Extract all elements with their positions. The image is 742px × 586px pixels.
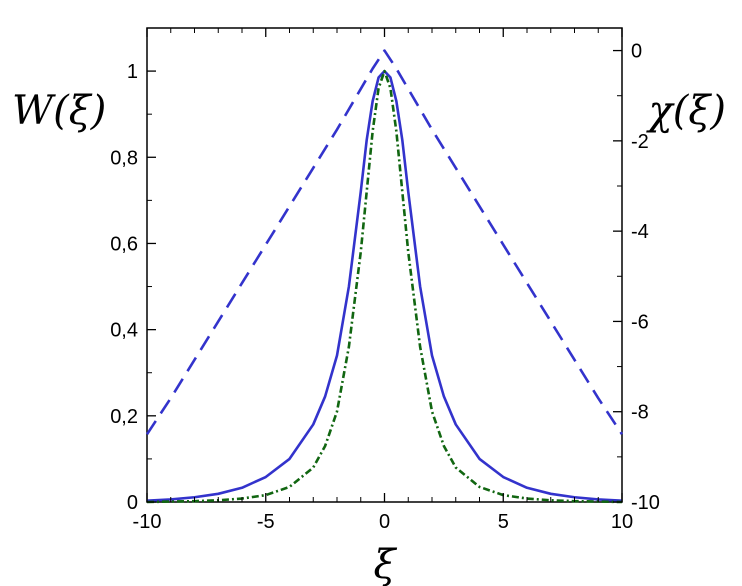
- y-right-tick-label: 0: [631, 41, 642, 63]
- y-right-tick-label: -10: [631, 492, 660, 514]
- plot-frame: [146, 27, 623, 503]
- x-tick-label: -10: [133, 511, 162, 533]
- y-right-tick-label: -4: [631, 221, 649, 243]
- x-tick-label: -5: [257, 511, 275, 533]
- series-line-1: [146, 69, 623, 503]
- x-tick-label: 0: [379, 511, 390, 533]
- series-line-2: [146, 69, 623, 504]
- y-left-tick-label: 0,8: [110, 147, 138, 169]
- y-right-tick-label: -6: [631, 311, 649, 333]
- y-left-tick-label: 0,4: [110, 320, 138, 342]
- x-axis-title: ξ: [373, 542, 397, 586]
- y-left-axis-title: W(ξ): [12, 88, 106, 134]
- x-tick-label: 5: [498, 511, 509, 533]
- y-right-tick-label: -8: [631, 402, 649, 424]
- y-right-axis-title: χ(ξ): [646, 88, 726, 134]
- y-left-tick-label: 0,2: [110, 406, 138, 428]
- y-right-tick-label: -2: [631, 131, 649, 153]
- y-left-tick-label: 0: [127, 492, 138, 514]
- y-left-tick-label: 1: [127, 61, 138, 83]
- x-tick-label: 10: [611, 511, 633, 533]
- y-left-tick-label: 0,6: [110, 233, 138, 255]
- series-line-3: [145, 49, 624, 436]
